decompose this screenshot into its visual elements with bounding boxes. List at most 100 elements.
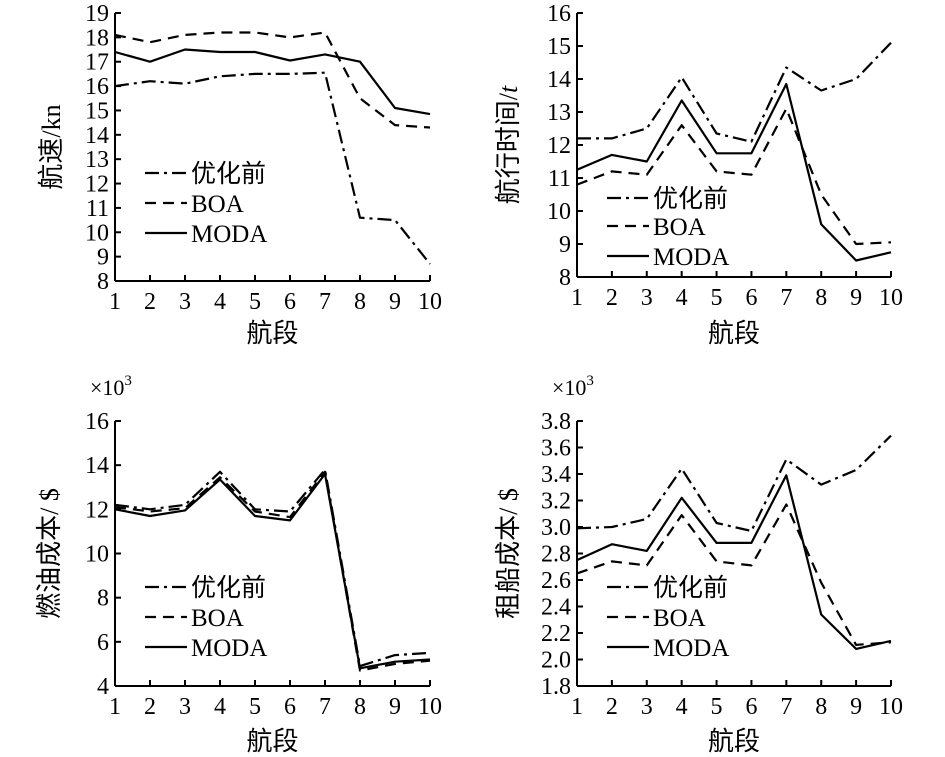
- x-tick-label: 3: [641, 285, 653, 311]
- legend-label: MODA: [653, 244, 729, 271]
- y-tick-label: 3.0: [541, 515, 571, 541]
- y-axis-label: 航速/kn: [37, 104, 66, 189]
- x-tick-label: 4: [214, 289, 226, 315]
- y-tick-label: 1.8: [541, 674, 571, 700]
- x-tick-label: 5: [249, 289, 261, 315]
- series-line-优化前: [576, 434, 892, 533]
- y-tick-label: 16: [85, 74, 109, 100]
- y-tick-label: 11: [548, 166, 571, 192]
- x-tick-label: 1: [571, 694, 583, 720]
- x-tick-label: 9: [389, 694, 401, 720]
- series-line-MODA: [576, 474, 892, 650]
- x-tick-label: 3: [179, 694, 191, 720]
- axis-multiplier: ×103: [552, 373, 594, 400]
- y-tick-label: 2.4: [541, 595, 571, 621]
- axis-multiplier-exponent: 3: [124, 373, 132, 389]
- y-tick-label: 11: [86, 196, 109, 222]
- y-tick-label: 15: [547, 34, 571, 60]
- y-tick-label: 9: [97, 245, 109, 271]
- series-line-BOA: [576, 503, 892, 646]
- y-tick-label: 2.2: [541, 621, 571, 647]
- x-tick-label: 7: [780, 694, 792, 720]
- y-tick-label: 10: [85, 220, 109, 246]
- x-tick-label: 5: [711, 285, 723, 311]
- x-axis-label: 航段: [246, 727, 298, 756]
- y-tick-label: 12: [547, 133, 571, 159]
- x-tick-label: 10: [879, 694, 903, 720]
- y-axis-label-italic: t: [494, 85, 523, 93]
- x-tick-label: 1: [571, 285, 583, 311]
- x-tick-label: 9: [850, 694, 862, 720]
- x-tick-label: 8: [354, 694, 366, 720]
- x-tick-label: 2: [606, 694, 618, 720]
- legend-label: BOA: [653, 214, 706, 241]
- x-tick-label: 2: [606, 285, 618, 311]
- x-tick-label: 6: [745, 694, 757, 720]
- y-tick-label: 10: [547, 199, 571, 225]
- series-line-优化前: [114, 468, 431, 668]
- y-tick-label: 13: [547, 100, 571, 126]
- y-tick-label: 2.8: [541, 542, 571, 568]
- x-tick-label: 9: [389, 289, 401, 315]
- y-tick-label: 17: [85, 50, 109, 76]
- x-axis-label: 航段: [708, 727, 760, 756]
- x-tick-label: 6: [284, 694, 296, 720]
- x-tick-label: 8: [354, 289, 366, 315]
- legend-label: 优化前: [191, 574, 266, 602]
- y-axis-label: 燃油成本/ $: [35, 488, 64, 619]
- x-tick-label: 3: [179, 289, 191, 315]
- y-tick-label: 14: [85, 453, 109, 479]
- x-tick-label: 7: [319, 694, 331, 720]
- x-tick-label: 7: [780, 285, 792, 311]
- legend-label: BOA: [191, 191, 244, 218]
- y-tick-label: 18: [85, 25, 109, 51]
- legend-label: 优化前: [653, 574, 728, 602]
- series-line-BOA: [114, 470, 431, 672]
- x-axis-label: 航段: [708, 319, 760, 348]
- x-tick-label: 4: [214, 694, 226, 720]
- y-tick-label: 3.8: [541, 409, 571, 435]
- y-tick-label: 3.6: [541, 436, 571, 462]
- y-axis-label: 租船成本/ $: [494, 488, 523, 619]
- x-axis-label: 航段: [246, 319, 298, 348]
- y-tick-label: 14: [547, 67, 571, 93]
- x-tick-label: 2: [144, 289, 156, 315]
- series-line-BOA: [576, 107, 892, 246]
- axis-multiplier-exponent: 3: [586, 373, 594, 389]
- y-tick-label: 8: [97, 269, 109, 295]
- y-tick-label: 16: [547, 1, 571, 27]
- y-tick-label: 10: [85, 542, 109, 568]
- y-tick-label: 3.2: [541, 489, 571, 515]
- x-tick-label: 4: [676, 285, 688, 311]
- x-tick-label: 9: [850, 285, 862, 311]
- legend-label: MODA: [191, 221, 267, 248]
- series-line-优化前: [114, 71, 431, 265]
- y-tick-label: 12: [85, 172, 109, 198]
- series-line-优化前: [577, 41, 892, 143]
- x-tick-label: 1: [109, 694, 121, 720]
- y-tick-label: 2.0: [541, 648, 571, 674]
- legend-label: BOA: [653, 605, 706, 632]
- y-tick-label: 19: [85, 1, 109, 27]
- y-tick-label: 2.6: [541, 568, 571, 594]
- y-tick-label: 12: [85, 497, 109, 523]
- series-line-MODA: [114, 48, 431, 116]
- x-tick-label: 10: [879, 285, 903, 311]
- y-axis-label: 航行时间/t: [494, 85, 523, 204]
- x-tick-label: 6: [284, 289, 296, 315]
- legend-label: 优化前: [653, 185, 728, 213]
- x-tick-label: 6: [745, 285, 757, 311]
- y-tick-label: 13: [85, 147, 109, 173]
- legend-label: 优化前: [191, 160, 266, 188]
- x-tick-label: 4: [676, 694, 688, 720]
- chart-charter: 1.82.02.22.42.62.83.03.23.43.63.81 2 3 4 5 6 7…: [494, 373, 903, 756]
- x-tick-label: 8: [815, 285, 827, 311]
- legend-label: BOA: [191, 605, 244, 632]
- x-tick-label: 2: [144, 694, 156, 720]
- x-tick-label: 10: [418, 694, 442, 720]
- y-tick-label: 4: [97, 674, 109, 700]
